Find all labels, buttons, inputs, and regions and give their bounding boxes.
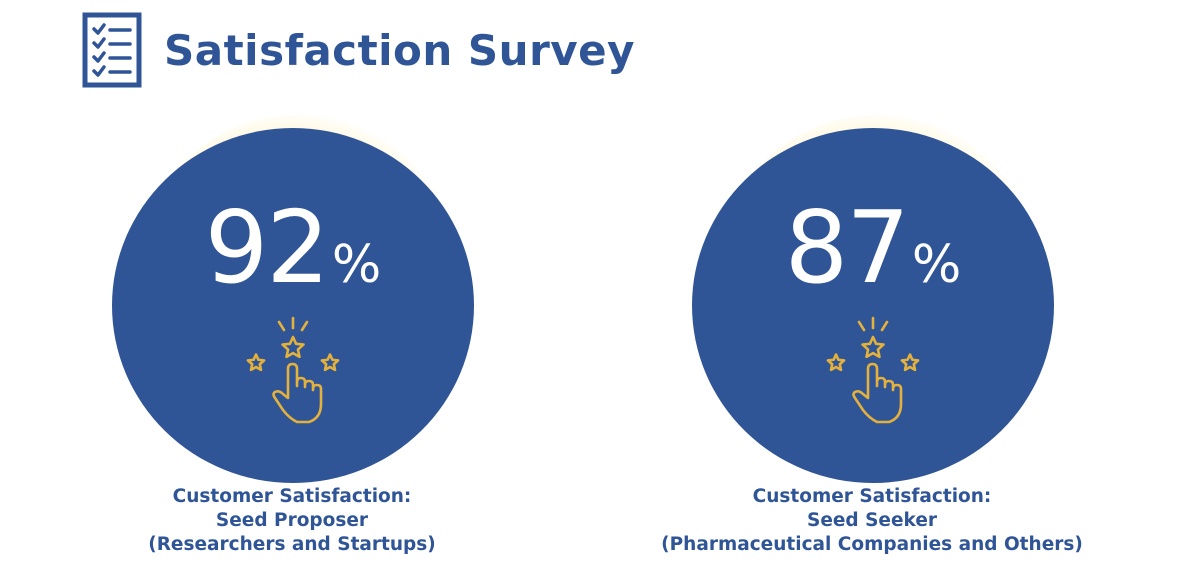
caption-line-2: Seed Proposer [215,510,369,531]
satisfaction-stat: 92% [112,198,474,298]
stat-circle: 87% [692,128,1054,483]
caption-line-3: (Pharmaceutical Companies and Others) [661,534,1083,555]
caption-line-1: Customer Satisfaction: [752,486,992,507]
caption-line-1: Customer Satisfaction: [172,486,412,507]
stat-circle: 92% [112,128,474,483]
satisfaction-value: 87 [784,189,910,306]
caption-line-3: (Researchers and Startups) [148,534,436,555]
star-rating-hand-icon [246,316,340,424]
percent-sign: % [331,235,382,295]
percent-sign: % [911,235,962,295]
stat-card-seed-seeker: 87% Customer Satisfaction: Seed Seeker (… [661,115,1083,564]
card-caption: Customer Satisfaction: Seed Seeker (Phar… [622,485,1122,557]
star-rating-hand-icon [826,316,920,424]
page-title: Satisfaction Survey [164,25,636,75]
page-header: Satisfaction Survey [82,12,635,88]
satisfaction-stat: 87% [692,198,1054,298]
card-caption: Customer Satisfaction: Seed Proposer (Re… [42,485,542,557]
checklist-icon [82,12,142,88]
stat-card-seed-proposer: 92% Customer Satisfaction: Seed Proposer… [82,115,502,564]
satisfaction-value: 92 [204,189,330,306]
caption-line-2: Seed Seeker [807,510,937,531]
